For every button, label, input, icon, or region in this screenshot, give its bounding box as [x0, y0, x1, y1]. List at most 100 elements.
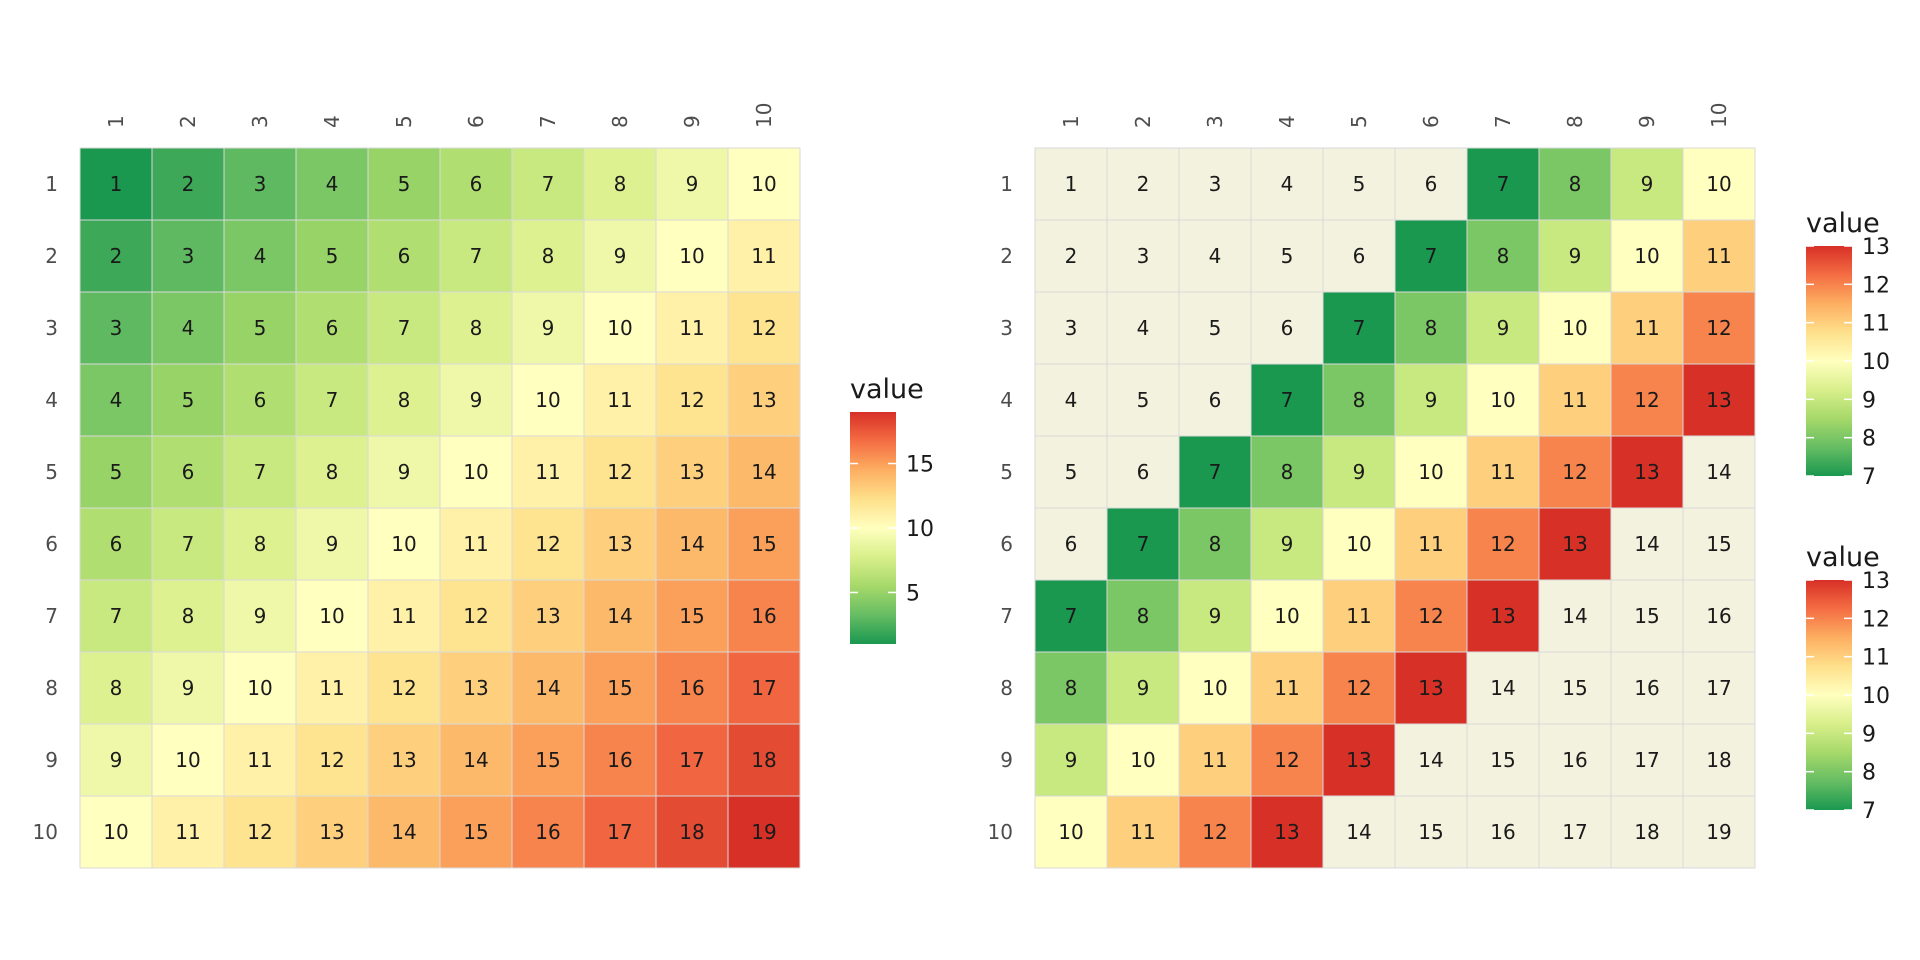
cell-value-label: 6	[1137, 460, 1150, 484]
cell-value-label: 16	[679, 676, 704, 700]
cell-value-label: 6	[110, 532, 123, 556]
heatmap-cell	[1106, 795, 1180, 869]
col-tick-label: 8	[608, 115, 632, 128]
cell-value-label: 6	[1281, 316, 1294, 340]
cell-value-label: 9	[1497, 316, 1510, 340]
cell-value-label: 5	[1209, 316, 1222, 340]
cell-value-label: 9	[1209, 604, 1222, 628]
heatmap-cell	[1538, 651, 1612, 725]
heatmap-cell	[1178, 507, 1252, 581]
cell-value-label: 8	[542, 244, 555, 268]
cell-value-label: 9	[182, 676, 195, 700]
cell-value-label: 15	[535, 748, 560, 772]
cell-value-label: 6	[326, 316, 339, 340]
cell-value-label: 9	[326, 532, 339, 556]
heatmap-cell	[1250, 507, 1324, 581]
cell-value-label: 16	[751, 604, 776, 628]
heatmap-cell	[1394, 219, 1468, 293]
cell-value-label: 17	[751, 676, 776, 700]
cell-value-label: 11	[679, 316, 704, 340]
heatmap-cell	[151, 723, 225, 797]
heatmap-cell	[1682, 723, 1756, 797]
heatmap-cell	[1682, 579, 1756, 653]
cell-value-label: 10	[1634, 244, 1659, 268]
heatmap-cell	[151, 147, 225, 221]
heatmap-cell	[1466, 219, 1540, 293]
legend-title: value	[850, 374, 924, 405]
cell-value-label: 10	[1346, 532, 1371, 556]
legend-tick-label: 9	[1862, 388, 1876, 413]
heatmap-cell	[439, 147, 513, 221]
cell-value-label: 8	[1209, 532, 1222, 556]
heatmap-cell	[727, 219, 801, 293]
row-tick-label: 7	[1000, 604, 1013, 628]
col-tick-label: 9	[1635, 115, 1659, 128]
row-tick-label: 10	[33, 820, 58, 844]
legend-tick-label: 10	[1862, 350, 1890, 375]
legend-tick-label: 12	[1862, 607, 1890, 632]
cell-value-label: 3	[254, 172, 267, 196]
cell-value-label: 13	[1706, 388, 1731, 412]
cell-value-label: 12	[535, 532, 560, 556]
heatmap-cell	[1178, 435, 1252, 509]
legend-title: value	[1806, 542, 1880, 573]
cell-value-label: 4	[254, 244, 267, 268]
cell-value-label: 8	[1281, 460, 1294, 484]
heatmap-cell	[1178, 219, 1252, 293]
heatmap-cell	[583, 219, 657, 293]
cell-value-label: 9	[110, 748, 123, 772]
heatmap-cell	[727, 435, 801, 509]
heatmap-cell	[1682, 795, 1756, 869]
cell-value-label: 12	[247, 820, 272, 844]
col-tick-label: 6	[1419, 115, 1443, 128]
cell-value-label: 10	[607, 316, 632, 340]
cell-value-label: 13	[1490, 604, 1515, 628]
heatmap-cell	[583, 435, 657, 509]
cell-value-label: 10	[247, 676, 272, 700]
heatmap-cell	[1034, 795, 1108, 869]
heatmap-cell	[1106, 579, 1180, 653]
cell-value-label: 4	[1137, 316, 1150, 340]
cell-value-label: 10	[391, 532, 416, 556]
legend-tick-label: 10	[906, 517, 934, 542]
cell-value-label: 10	[535, 388, 560, 412]
heatmap-cell	[1466, 507, 1540, 581]
row-tick-label: 5	[1000, 460, 1013, 484]
heatmap-cell	[1322, 363, 1396, 437]
cell-value-label: 5	[110, 460, 123, 484]
heatmap-cell	[1250, 723, 1324, 797]
heatmap-cell	[1106, 723, 1180, 797]
heatmap-cell	[1538, 723, 1612, 797]
cell-value-label: 11	[1202, 748, 1227, 772]
heatmap-cell	[223, 147, 297, 221]
row-tick-label: 3	[45, 316, 58, 340]
cell-value-label: 12	[751, 316, 776, 340]
cell-value-label: 12	[1418, 604, 1443, 628]
heatmap-cell	[1106, 363, 1180, 437]
heatmap-cell	[223, 651, 297, 725]
cell-value-label: 19	[1706, 820, 1731, 844]
legend-tick-label: 13	[1862, 235, 1890, 260]
cell-value-label: 5	[398, 172, 411, 196]
cell-value-label: 4	[1281, 172, 1294, 196]
cell-value-label: 17	[607, 820, 632, 844]
cell-value-label: 11	[1706, 244, 1731, 268]
cell-value-label: 4	[182, 316, 195, 340]
row-tick-label: 1	[45, 172, 58, 196]
heatmap-cell	[655, 723, 729, 797]
heatmap-cell	[1250, 219, 1324, 293]
heatmap-cell	[1682, 147, 1756, 221]
cell-value-label: 7	[1137, 532, 1150, 556]
col-tick-label: 4	[320, 115, 344, 128]
cell-value-label: 8	[182, 604, 195, 628]
cell-value-label: 17	[1562, 820, 1587, 844]
cell-value-label: 11	[1274, 676, 1299, 700]
cell-value-label: 16	[1562, 748, 1587, 772]
cell-value-label: 9	[1281, 532, 1294, 556]
heatmap-cell	[1106, 651, 1180, 725]
cell-value-label: 9	[1425, 388, 1438, 412]
cell-value-label: 6	[254, 388, 267, 412]
cell-value-label: 8	[1425, 316, 1438, 340]
row-tick-label: 2	[45, 244, 58, 268]
cell-value-label: 6	[470, 172, 483, 196]
